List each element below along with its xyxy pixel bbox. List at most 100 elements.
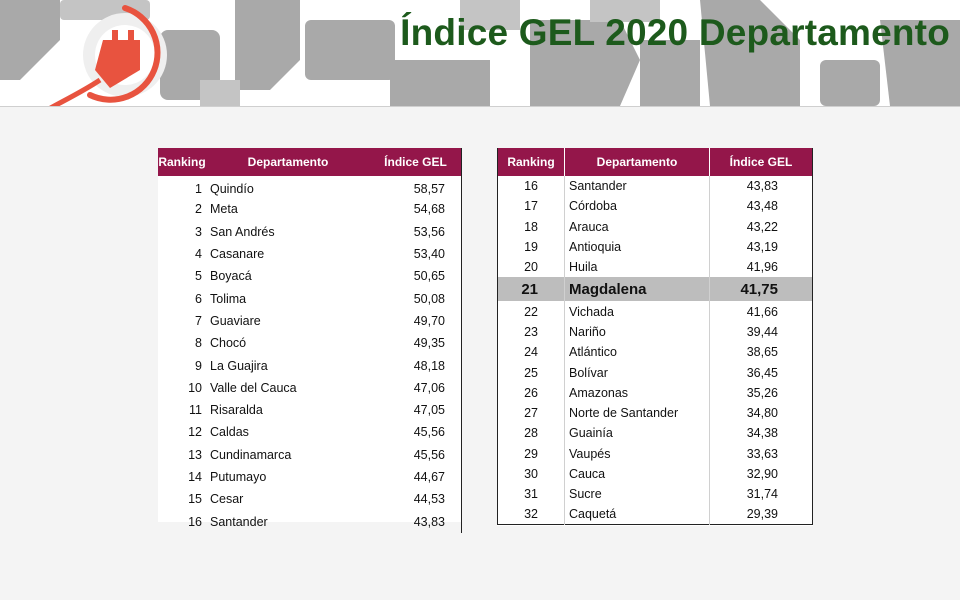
cell-indice: 53,56 bbox=[413, 224, 445, 239]
table-row: 10 Valle del Cauca 47,06 bbox=[158, 377, 462, 399]
cell-ranking: 32 bbox=[497, 504, 565, 525]
cell-ranking: 28 bbox=[497, 423, 565, 444]
table-row: 8 Chocó 49,35 bbox=[158, 332, 462, 354]
cell-indice: 34,38 bbox=[746, 426, 778, 441]
cell-ranking: 10 bbox=[188, 380, 202, 395]
table-row: 16 Santander 43,83 bbox=[497, 176, 813, 197]
cell-ranking: 8 bbox=[195, 336, 202, 351]
cell-departamento: Guainía bbox=[564, 423, 710, 444]
cell-ranking: 26 bbox=[497, 382, 565, 403]
cell-indice: 38,65 bbox=[746, 345, 778, 360]
cell-ranking: 14 bbox=[188, 470, 202, 484]
cell-departamento: Quindío bbox=[210, 182, 254, 197]
cell-ranking: 25 bbox=[497, 362, 565, 383]
cell-departamento: Bolívar bbox=[564, 362, 710, 383]
table-row-highlighted: 21 Magdalena 41,75 bbox=[497, 277, 813, 302]
cell-indice: 34,80 bbox=[746, 406, 778, 421]
table-row: 26 Amazonas 35,26 bbox=[497, 382, 813, 403]
ranking-table-right-grid: Ranking Departamento Índice GEL 16 Santan… bbox=[497, 148, 813, 526]
ranking-table-left-grid: Ranking Departamento Índice GEL 1 Quindío… bbox=[158, 148, 462, 533]
cell-ranking: 18 bbox=[497, 216, 565, 237]
cell-indice: 49,35 bbox=[413, 336, 445, 351]
cell-departamento: Chocó bbox=[210, 336, 247, 351]
cell-departamento: Norte de Santander bbox=[564, 402, 710, 424]
cell-indice: 47,06 bbox=[413, 380, 445, 395]
cell-indice: 45,56 bbox=[413, 447, 445, 462]
cell-indice: 33,63 bbox=[746, 446, 778, 461]
table-row: 5 Boyacá 50,65 bbox=[158, 265, 462, 287]
table-row: 31 Sucre 31,74 bbox=[497, 484, 813, 505]
cell-ranking: 6 bbox=[195, 291, 202, 306]
table-row: 28 Guainía 34,38 bbox=[497, 423, 813, 444]
background-shapes bbox=[0, 0, 960, 106]
cell-ranking: 20 bbox=[497, 257, 565, 278]
cell-indice: 53,40 bbox=[413, 247, 445, 262]
cell-indice: 41,96 bbox=[746, 260, 778, 275]
cell-ranking: 16 bbox=[497, 176, 565, 197]
cell-indice: 50,08 bbox=[413, 291, 445, 306]
cell-indice: 49,70 bbox=[413, 313, 445, 328]
cell-departamento: Huila bbox=[564, 257, 710, 278]
cell-indice: 43,83 bbox=[413, 514, 445, 529]
cell-ranking: 13 bbox=[188, 447, 202, 462]
cell-ranking: 30 bbox=[497, 463, 565, 485]
table-row: 12 Caldas 45,56 bbox=[158, 421, 462, 443]
cell-ranking: 24 bbox=[497, 342, 565, 363]
cell-departamento: Valle del Cauca bbox=[210, 380, 297, 395]
cell-ranking: 31 bbox=[497, 484, 565, 505]
cell-indice: 35,26 bbox=[746, 385, 778, 400]
col-header-departamento: Departamento bbox=[206, 148, 370, 176]
table-row: 17 Córdoba 43,48 bbox=[497, 196, 813, 217]
cell-indice: 29,39 bbox=[746, 507, 778, 522]
table-row: 18 Arauca 43,22 bbox=[497, 216, 813, 237]
cell-departamento: Guaviare bbox=[210, 313, 261, 328]
table-row: 3 San Andrés 53,56 bbox=[158, 221, 462, 243]
cell-departamento: Córdoba bbox=[564, 196, 710, 217]
cell-departamento: Meta bbox=[210, 202, 238, 217]
cell-ranking: 15 bbox=[188, 492, 202, 507]
cell-departamento: Caquetá bbox=[564, 504, 710, 525]
cell-indice: 36,45 bbox=[746, 365, 778, 380]
table-row: 29 Vaupés 33,63 bbox=[497, 443, 813, 464]
cell-ranking: 11 bbox=[189, 403, 202, 418]
cell-ranking: 19 bbox=[497, 236, 565, 258]
cell-departamento: Arauca bbox=[564, 216, 710, 237]
cell-ranking: 2 bbox=[195, 202, 202, 217]
power-plug-icon bbox=[48, 5, 167, 106]
table-row: 23 Nariño 39,44 bbox=[497, 321, 813, 343]
cell-indice: 43,83 bbox=[746, 179, 778, 194]
cell-departamento: San Andrés bbox=[210, 224, 275, 239]
cell-ranking: 16 bbox=[188, 514, 202, 529]
cell-ranking: 12 bbox=[188, 425, 202, 440]
cell-indice: 39,44 bbox=[746, 324, 778, 339]
cell-departamento: La Guajira bbox=[210, 358, 268, 373]
cell-indice: 31,74 bbox=[746, 487, 778, 502]
cell-ranking: 1 bbox=[195, 182, 202, 197]
table-row: 14 Putumayo 44,67 bbox=[158, 466, 462, 488]
cell-departamento: Tolima bbox=[210, 291, 247, 306]
cell-ranking: 5 bbox=[195, 269, 202, 284]
table-row: 22 Vichada 41,66 bbox=[497, 301, 813, 322]
table-row: 25 Bolívar 36,45 bbox=[497, 362, 813, 383]
cell-ranking: 17 bbox=[497, 196, 565, 217]
cell-departamento: Vichada bbox=[564, 301, 710, 322]
col-header-ranking: Ranking bbox=[158, 148, 206, 176]
cell-departamento: Antioquia bbox=[564, 236, 710, 258]
col-header-departamento: Departamento bbox=[564, 148, 710, 176]
cell-departamento: Casanare bbox=[210, 247, 265, 262]
table-row: 2 Meta 54,68 bbox=[158, 198, 462, 220]
cell-indice: 50,65 bbox=[413, 269, 445, 284]
cell-departamento: Caldas bbox=[210, 425, 249, 440]
cell-ranking: 23 bbox=[497, 321, 565, 343]
cell-indice: 32,90 bbox=[746, 467, 778, 481]
header-banner: Índice GEL 2020 Departamento bbox=[0, 0, 960, 106]
cell-departamento: Amazonas bbox=[564, 382, 710, 403]
cell-indice: 48,18 bbox=[413, 358, 445, 373]
ranking-table-left: Ranking Departamento Índice GEL 1 Quindío… bbox=[158, 148, 462, 533]
table-row: 7 Guaviare 49,70 bbox=[158, 310, 462, 332]
page-title: Índice GEL 2020 Departamento bbox=[400, 12, 950, 53]
cell-ranking: 7 bbox=[195, 313, 202, 328]
cell-departamento: Sucre bbox=[564, 484, 710, 505]
ranking-table-right: Ranking Departamento Índice GEL 16 Santan… bbox=[497, 148, 813, 526]
table-row: 32 Caquetá 29,39 bbox=[497, 504, 813, 525]
